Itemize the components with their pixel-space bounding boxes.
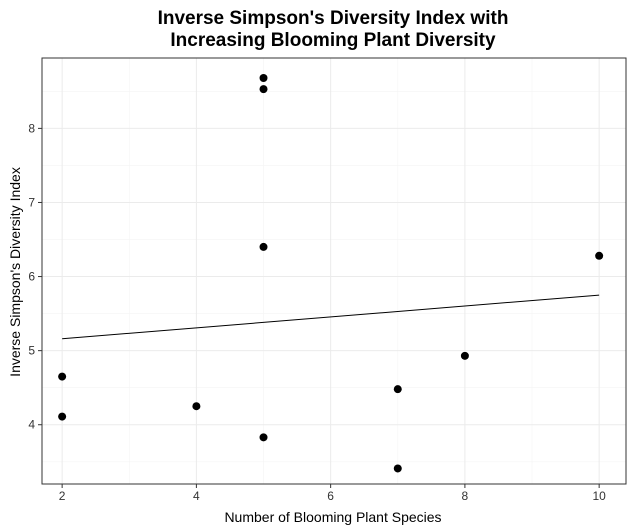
data-point: [58, 372, 67, 381]
x-tick-label: 2: [59, 489, 66, 503]
x-tick-label: 10: [592, 489, 606, 503]
x-tick-label: 6: [327, 489, 334, 503]
data-point: [259, 433, 268, 442]
y-tick-label: 4: [28, 418, 35, 432]
plot-panel-border: [41, 57, 627, 485]
data-point: [460, 351, 469, 360]
y-axis-ticks: 4 5 6 7 8: [28, 121, 42, 432]
data-point: [259, 242, 268, 251]
x-tick-label: 8: [462, 489, 469, 503]
y-tick-label: 7: [28, 195, 35, 209]
data-point: [58, 412, 67, 421]
trend-line-layer: [62, 294, 600, 340]
y-tick-label: 6: [28, 270, 35, 284]
y-tick-label: 5: [28, 344, 35, 358]
data-points-layer: [58, 74, 604, 473]
data-point: [259, 74, 268, 83]
plot-panel: [42, 58, 626, 484]
data-point: [595, 251, 604, 260]
minor-gridlines: [42, 58, 626, 484]
data-point: [393, 385, 402, 394]
chart-title-line-1: Inverse Simpson's Diversity Index with: [158, 8, 509, 29]
data-point: [259, 85, 268, 94]
x-axis-title: Number of Blooming Plant Species: [224, 509, 441, 525]
x-axis-ticks: 2 4 6 8 10: [59, 484, 606, 503]
chart-title-line-2: Increasing Blooming Plant Diversity: [170, 30, 496, 51]
y-axis-title: Inverse Simpson's Diversity Index: [7, 167, 23, 377]
data-point: [393, 464, 402, 473]
data-point: [192, 402, 201, 411]
y-tick-label: 8: [28, 121, 35, 135]
x-tick-label: 4: [193, 489, 200, 503]
trend-line: [62, 294, 600, 340]
